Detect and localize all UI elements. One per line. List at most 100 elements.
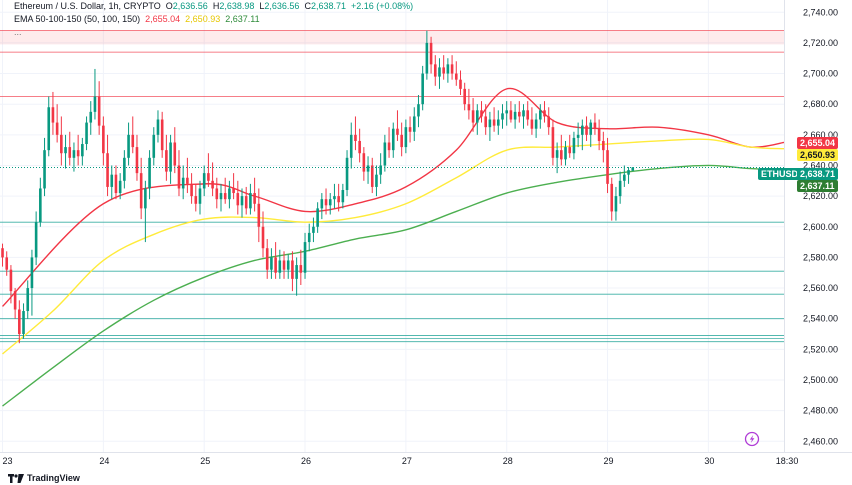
candle [555, 142, 559, 174]
candle [602, 131, 605, 163]
x-axis[interactable]: 23 24 25 26 27 28 29 30 18:30 [3, 456, 799, 466]
candle [165, 134, 168, 181]
candle-body [181, 177, 185, 189]
candle [139, 157, 143, 220]
candle-body [589, 122, 593, 135]
candle-body [623, 174, 626, 181]
candle-body [572, 137, 576, 154]
candle-body [539, 110, 542, 120]
candle [169, 134, 172, 184]
symbol-title[interactable]: Ethereum / U.S. Dollar, 1h, CRYPTO [14, 1, 161, 11]
candle-body [249, 193, 252, 209]
candle-body [387, 142, 391, 151]
candle [291, 251, 294, 292]
candle [568, 134, 572, 158]
candle [442, 55, 445, 80]
change-value: +2.16 (+0.08%) [351, 1, 414, 11]
x-tick-label: 18:30 [776, 456, 799, 466]
candle-body [76, 150, 80, 157]
high-value: 2,638.98 [219, 1, 255, 11]
candle [316, 202, 319, 233]
candle [106, 134, 109, 197]
candle-body [568, 147, 572, 154]
candle-body [228, 188, 231, 200]
candle-body [68, 147, 72, 158]
y-axis[interactable]: 2,460.00 2,480.00 2,500.00 2,520.00 2,540.00… [803, 7, 838, 446]
candle [543, 101, 546, 123]
candle [186, 157, 189, 194]
candle-body [320, 199, 324, 209]
price-chart[interactable]: 2,460.00 2,480.00 2,500.00 2,520.00 2,540.00… [0, 0, 852, 472]
candle-body [39, 188, 42, 223]
candle-body [412, 116, 416, 132]
x-tick-label: 26 [301, 456, 311, 466]
candle-body [400, 134, 403, 148]
candle-body [417, 104, 420, 117]
candle [89, 101, 93, 135]
candle-body [43, 150, 46, 189]
candle [13, 288, 17, 319]
more-indicators[interactable]: ... [14, 27, 22, 37]
candle-body [282, 260, 286, 270]
candle [597, 119, 601, 151]
candle [55, 104, 59, 143]
candle [299, 249, 303, 285]
candle-body [438, 67, 441, 77]
candle [492, 107, 496, 132]
candle-body [442, 67, 445, 74]
candle [551, 119, 555, 166]
candle-body [198, 188, 202, 204]
y-tick-label: 2,520.00 [803, 344, 838, 354]
candle-body [618, 180, 622, 197]
ema-row[interactable]: EMA 50-100-150 (50, 100, 150) 2,655.04 2… [14, 13, 413, 26]
candle [593, 113, 597, 135]
candle-body [349, 134, 353, 158]
candle [72, 142, 76, 172]
candle-body [362, 153, 366, 172]
candle [97, 81, 101, 135]
candle [85, 116, 88, 151]
candle-body [547, 116, 551, 128]
candle [349, 122, 353, 169]
candle [539, 104, 542, 129]
candle [249, 183, 252, 215]
candle [450, 55, 454, 80]
candle [76, 134, 80, 166]
candle [118, 173, 122, 200]
candle [560, 134, 563, 166]
candle [173, 127, 177, 174]
candle-body [261, 226, 265, 249]
candle [22, 303, 25, 339]
candle [257, 188, 261, 243]
candle [518, 101, 521, 123]
candle [526, 101, 530, 126]
candle [370, 157, 374, 194]
footer: TradingView [0, 472, 852, 485]
candle [396, 110, 399, 141]
candle [265, 239, 269, 279]
candle [312, 217, 315, 243]
candle-body [72, 150, 76, 158]
candle [480, 101, 483, 123]
candle-body [244, 196, 248, 209]
candle-body [135, 147, 139, 174]
lightning-icon[interactable] [744, 431, 760, 447]
candle-body [219, 193, 223, 200]
candle [391, 122, 395, 158]
candle [513, 104, 517, 129]
tradingview-brand[interactable]: TradingView [27, 473, 80, 483]
candle-body [265, 248, 269, 270]
candle-body [433, 64, 437, 77]
candle [307, 223, 311, 252]
candle-body [463, 88, 466, 105]
candle [102, 116, 105, 166]
candle-body [358, 140, 361, 154]
candle-body [425, 42, 429, 74]
candle [81, 137, 84, 166]
candle [253, 177, 256, 212]
candle [589, 119, 593, 148]
candle-body [148, 157, 151, 189]
tradingview-logo-icon[interactable] [8, 474, 24, 483]
candle-body [475, 110, 479, 123]
candle [509, 101, 513, 123]
